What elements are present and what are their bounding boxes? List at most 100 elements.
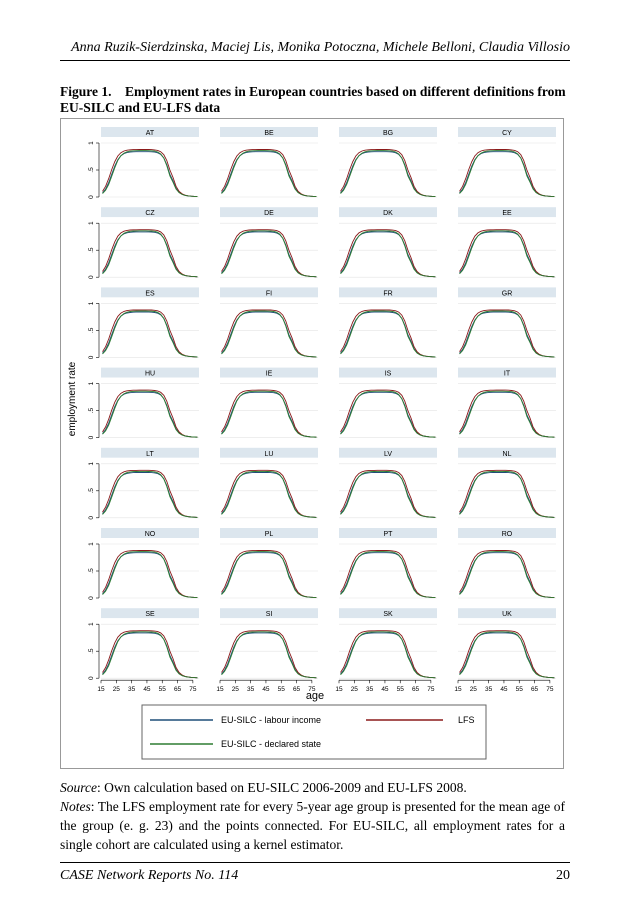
y-tick-label: 0 — [88, 516, 95, 520]
x-tick-label: 65 — [531, 686, 539, 693]
y-tick-label: .5 — [88, 167, 95, 173]
series-line — [102, 631, 198, 679]
series-line — [221, 469, 317, 518]
series-line — [102, 230, 198, 278]
panel-plot-area — [220, 538, 318, 598]
x-axis-label: age — [306, 690, 324, 702]
panel-grid: AT 0 .5 1 BE BG CY CZ 0 .5 1 DE DK EE ES 0 .5 1 FI FR GR HU 0.… — [88, 127, 556, 693]
series-line — [459, 150, 555, 198]
series-line — [459, 389, 555, 438]
series-line — [102, 310, 198, 358]
panel-strip — [339, 207, 437, 218]
panel-strip — [339, 127, 437, 137]
series-line — [102, 389, 198, 438]
panel-plot-area — [220, 297, 318, 358]
series-line — [340, 469, 436, 518]
panel-strip — [101, 207, 199, 218]
panel-plot-area — [101, 137, 199, 197]
series-line — [340, 390, 436, 438]
y-tick-label: .5 — [88, 568, 95, 574]
series-line — [340, 631, 436, 679]
series-line — [340, 470, 436, 518]
panel-plot-area — [339, 217, 437, 278]
panel-strip — [220, 127, 318, 137]
y-tick-label: 1 — [88, 221, 95, 225]
series-line — [340, 309, 436, 358]
panel-title: CZ — [145, 210, 155, 217]
legend-label: EU-SILC - declared state — [221, 739, 321, 749]
panel-plot-area — [220, 377, 318, 438]
figure-label: Figure 1. — [60, 84, 112, 99]
x-tick-label: 15 — [97, 686, 105, 693]
series-line — [221, 551, 317, 599]
series-line — [459, 229, 555, 278]
x-tick-label: 55 — [397, 686, 405, 693]
panel-strip — [458, 447, 556, 458]
panel-strip — [458, 367, 556, 378]
panel-strip — [101, 367, 199, 378]
panel-plot-area — [339, 297, 437, 358]
x-tick-label: 25 — [232, 686, 240, 693]
panel-strip — [458, 287, 556, 298]
notes-label: Notes — [60, 799, 91, 814]
series-line — [102, 469, 198, 518]
y-tick-label: 0 — [88, 355, 95, 359]
series-line — [102, 551, 198, 599]
series-line — [459, 310, 555, 358]
panel-strip — [458, 608, 556, 619]
series-line — [221, 310, 317, 358]
footer-rule — [60, 862, 570, 863]
series-line — [102, 309, 198, 358]
series-line — [221, 149, 317, 198]
panel-title: LV — [384, 451, 392, 458]
panel-strip — [220, 287, 318, 298]
panel-strip — [220, 367, 318, 378]
notes-paragraph: Notes: The LFS employment rate for every… — [60, 797, 565, 854]
panel-title: LU — [265, 451, 274, 458]
source-note: Source: Own calculation based on EU-SILC… — [60, 778, 565, 797]
series-line — [221, 309, 317, 358]
series-line — [102, 150, 198, 198]
series-line — [340, 229, 436, 278]
series-line — [340, 150, 436, 198]
y-tick-label: 0 — [88, 195, 95, 199]
panel-title: NO — [145, 531, 156, 538]
panel-title: IE — [266, 371, 273, 378]
source-label: Source — [60, 780, 97, 795]
panel-title: SE — [145, 611, 155, 618]
panel-plot-area — [339, 457, 437, 518]
panel-strip — [220, 207, 318, 218]
x-tick-label: 15 — [335, 686, 343, 693]
panel-plot-area — [101, 377, 199, 438]
panel-title: CY — [502, 130, 512, 137]
panel-title: LT — [146, 451, 154, 458]
small-multiples-chart: employment rate age AT 0 .5 1 BE BG CY CZ 0 .5 1 DE… — [67, 127, 556, 760]
panel-strip — [220, 608, 318, 619]
panel-title: FR — [383, 290, 392, 297]
panel-title: GR — [502, 290, 513, 297]
series-line — [221, 390, 317, 438]
running-header: Anna Ruzik-Sierdzinska, Maciej Lis, Moni… — [71, 40, 570, 55]
x-tick-label: 45 — [381, 686, 389, 693]
series-line — [459, 630, 555, 679]
panel-title: SI — [266, 611, 273, 618]
x-tick-label: 25 — [470, 686, 478, 693]
panel-strip — [101, 287, 199, 298]
x-tick-label: 35 — [485, 686, 493, 693]
notes-text: : The LFS employment rate for every 5-ye… — [60, 799, 565, 852]
panel-title: IT — [504, 371, 511, 378]
page-number: 20 — [556, 868, 570, 883]
x-tick-label: 75 — [427, 686, 435, 693]
y-tick-label: 1 — [88, 542, 95, 546]
panel-plot-area — [458, 137, 556, 197]
panel-plot-area — [101, 457, 199, 518]
series-line — [340, 389, 436, 438]
panel-title: ES — [145, 290, 155, 297]
figure-caption: Figure 1. Employment rates in European c… — [60, 84, 570, 116]
legend-box — [141, 704, 487, 760]
panel-strip — [458, 127, 556, 137]
x-tick-label: 55 — [278, 686, 286, 693]
panel-plot-area — [458, 297, 556, 358]
y-tick-label: 0 — [88, 275, 95, 279]
panel-title: IS — [385, 371, 392, 378]
